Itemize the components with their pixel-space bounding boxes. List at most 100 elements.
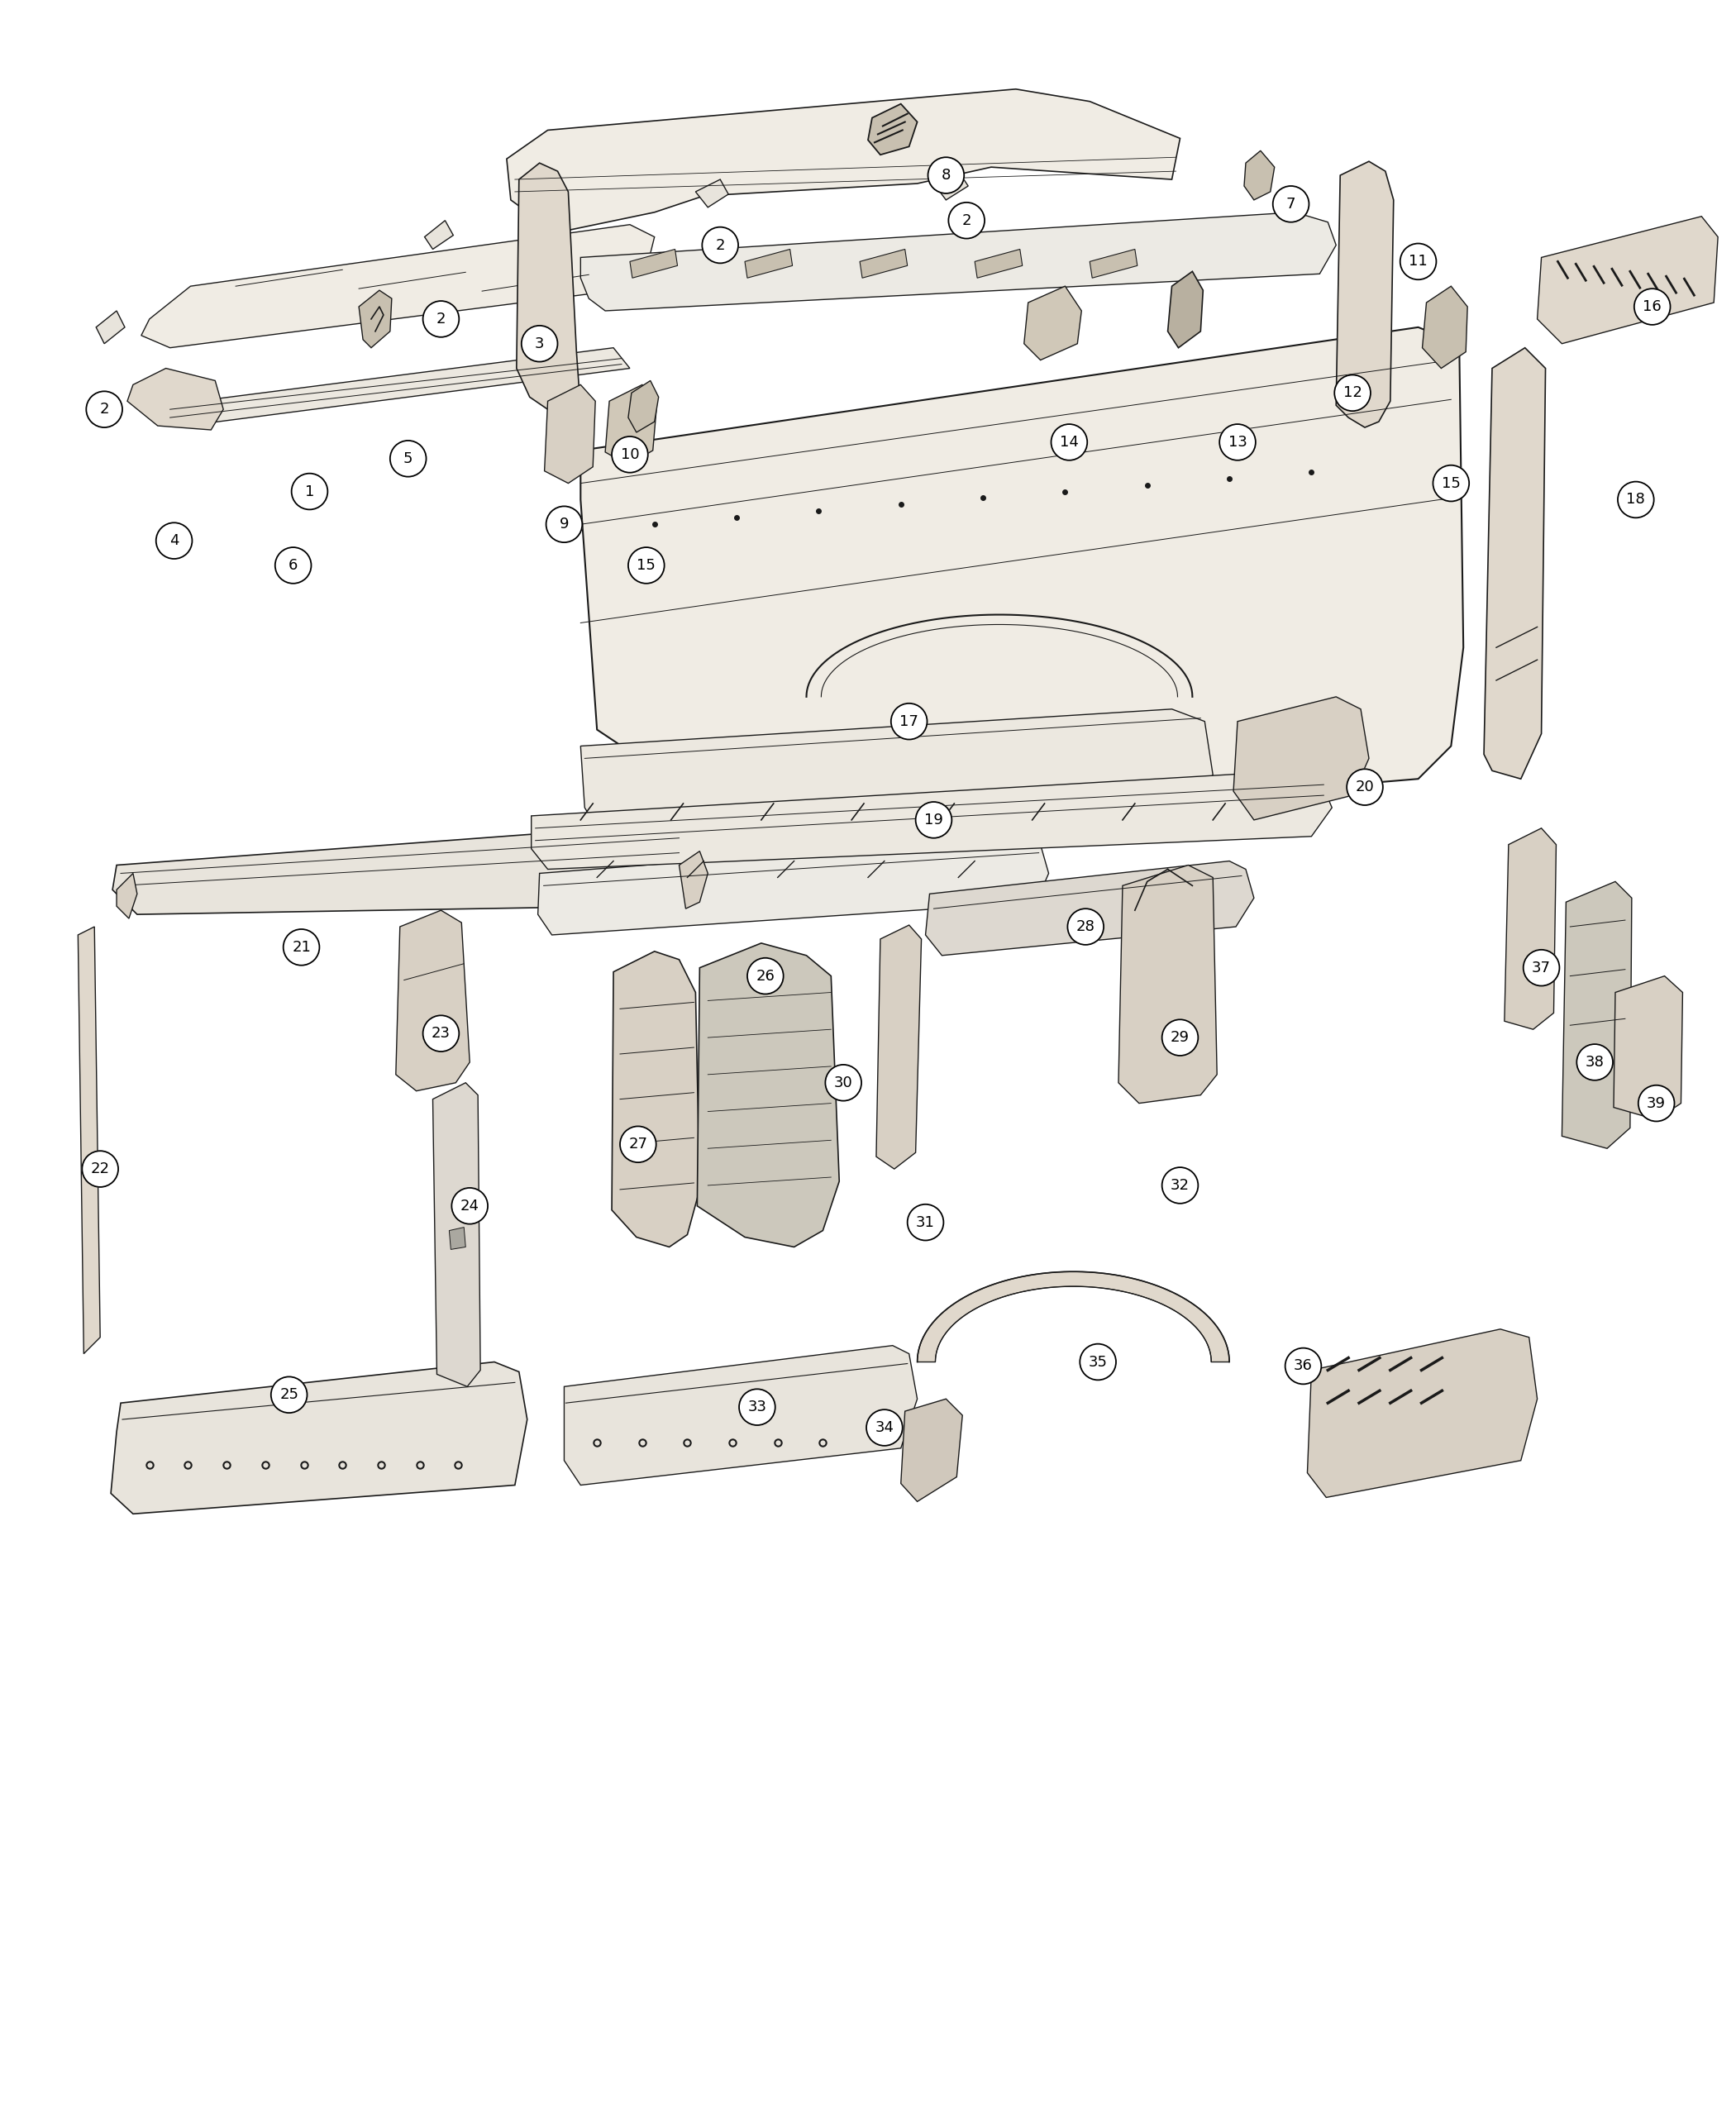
Circle shape [1068,909,1104,944]
Circle shape [271,1377,307,1412]
Polygon shape [545,386,595,483]
Polygon shape [432,1084,481,1387]
Circle shape [1335,375,1371,411]
Text: 6: 6 [288,559,299,573]
Circle shape [156,523,193,559]
Polygon shape [1307,1330,1538,1497]
Circle shape [283,930,319,965]
Text: 36: 36 [1293,1360,1312,1374]
Polygon shape [1422,287,1467,369]
Polygon shape [901,1400,962,1501]
Text: 19: 19 [924,812,943,828]
Polygon shape [917,1271,1229,1362]
Text: 22: 22 [90,1162,109,1176]
Polygon shape [698,942,838,1248]
Text: 15: 15 [637,559,656,573]
Text: 2: 2 [962,213,972,228]
Text: 26: 26 [755,968,774,984]
Text: 13: 13 [1227,434,1246,449]
Text: 31: 31 [917,1214,936,1229]
Polygon shape [696,179,729,207]
Circle shape [611,436,648,472]
Polygon shape [877,925,922,1170]
Circle shape [1161,1168,1198,1204]
Polygon shape [1337,162,1394,428]
Text: 5: 5 [403,451,413,466]
Polygon shape [859,249,908,278]
Polygon shape [564,1345,917,1486]
Text: 16: 16 [1642,299,1661,314]
Text: 32: 32 [1170,1178,1189,1193]
Text: 24: 24 [460,1199,479,1214]
Polygon shape [1234,698,1370,820]
Circle shape [87,392,122,428]
Text: 30: 30 [833,1075,852,1090]
Text: 12: 12 [1344,386,1363,401]
Polygon shape [517,162,580,426]
Polygon shape [111,1362,528,1514]
Polygon shape [1118,864,1217,1102]
Circle shape [424,301,458,337]
Circle shape [274,548,311,584]
Circle shape [701,228,738,264]
Polygon shape [78,928,101,1353]
Polygon shape [1024,287,1082,360]
Polygon shape [359,291,392,348]
Polygon shape [450,1227,465,1250]
Text: 38: 38 [1585,1054,1604,1069]
Circle shape [1522,951,1559,987]
Polygon shape [679,852,708,909]
Circle shape [391,441,427,476]
Text: 17: 17 [899,715,918,729]
Polygon shape [745,249,792,278]
Circle shape [1432,466,1469,502]
Text: 15: 15 [1441,476,1460,491]
Circle shape [547,506,582,542]
Text: 18: 18 [1627,493,1646,508]
Text: 35: 35 [1088,1355,1108,1370]
Text: 34: 34 [875,1421,894,1436]
Polygon shape [167,348,630,426]
Circle shape [1618,481,1654,519]
Polygon shape [580,213,1337,310]
Circle shape [82,1151,118,1187]
Circle shape [1576,1043,1613,1079]
Polygon shape [974,249,1023,278]
Polygon shape [925,860,1253,955]
Circle shape [424,1016,458,1052]
Circle shape [292,474,328,510]
Polygon shape [580,327,1463,795]
Circle shape [1050,424,1087,460]
Polygon shape [1538,217,1719,344]
Polygon shape [531,772,1332,868]
Circle shape [915,801,951,839]
Polygon shape [127,369,224,430]
Text: 11: 11 [1410,255,1427,270]
Polygon shape [116,873,137,919]
Polygon shape [507,89,1180,232]
Text: 4: 4 [170,533,179,548]
Polygon shape [1614,976,1682,1119]
Circle shape [1347,769,1384,805]
Polygon shape [1505,828,1555,1029]
Text: 21: 21 [292,940,311,955]
Polygon shape [1090,249,1137,278]
Polygon shape [141,226,654,348]
Circle shape [948,202,984,238]
Text: 23: 23 [432,1027,450,1041]
Circle shape [866,1410,903,1446]
Polygon shape [95,310,125,344]
Text: 1: 1 [306,485,314,500]
Text: 2: 2 [715,238,726,253]
Circle shape [451,1187,488,1225]
Circle shape [746,957,783,995]
Circle shape [1272,186,1309,221]
Text: 25: 25 [279,1387,299,1402]
Circle shape [891,704,927,740]
Text: 2: 2 [436,312,446,327]
Circle shape [825,1065,861,1100]
Polygon shape [113,828,687,915]
Text: 39: 39 [1647,1096,1667,1111]
Polygon shape [1245,150,1274,200]
Circle shape [1219,424,1255,460]
